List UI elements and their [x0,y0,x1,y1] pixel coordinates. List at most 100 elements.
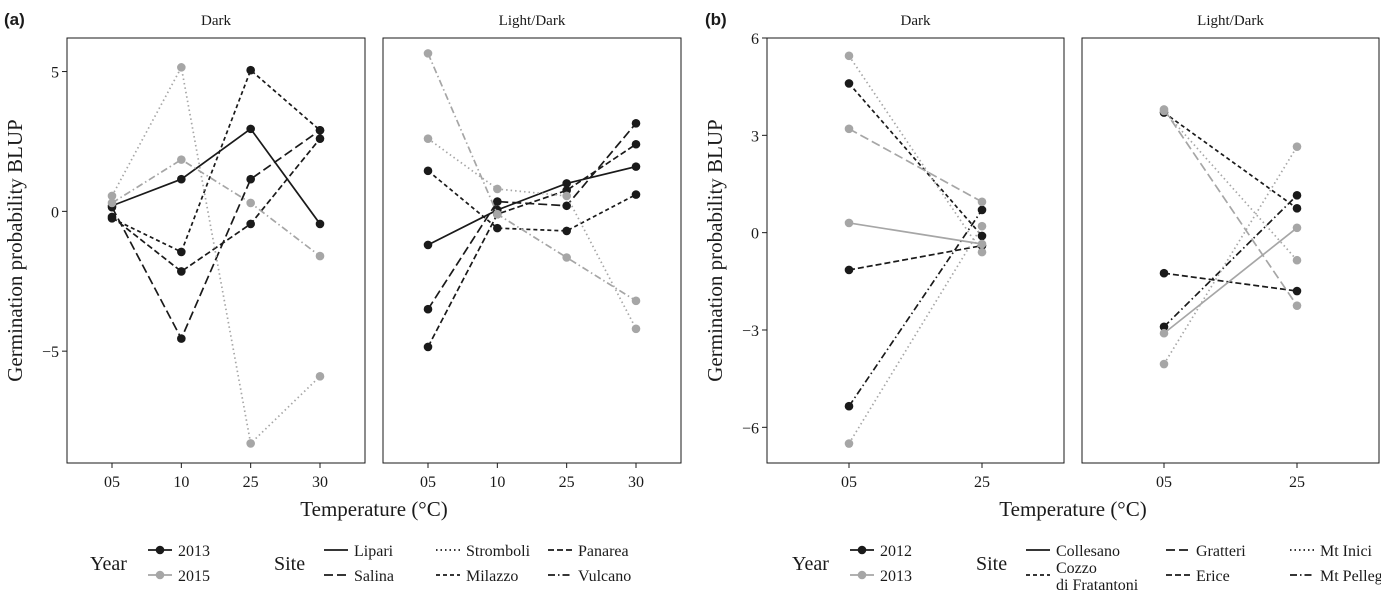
series-line [1163,146,1298,365]
data-point [1292,191,1302,200]
data-point [177,247,186,257]
x-tick-label: 10 [489,474,505,491]
facet-title: Dark [901,13,931,29]
series-line [111,158,321,257]
data-point [423,240,433,250]
data-point [631,296,641,306]
data-point [631,324,641,334]
data-point [177,267,186,276]
x-tick-label: 05 [1156,474,1172,491]
data-point [493,184,502,194]
data-point [493,197,502,206]
data-point [1159,268,1169,278]
legend: Year 2013 2015 Site Lipari Salina Stromboli Mil… [90,543,631,585]
data-point [844,79,854,88]
data-point [315,251,325,261]
data-point [246,198,255,208]
data-point [107,198,117,208]
legend-site-title: Site [274,553,305,575]
legend-site-title: Site [976,553,1007,575]
legend-site-label: Stromboli [466,543,531,560]
legend-site-label: Lipari [354,543,394,560]
x-tick-label: 25 [1289,474,1305,491]
legend-site-label: Milazzo [466,568,518,585]
y-tick-label: −6 [742,420,759,437]
series-line [1163,111,1298,210]
y-tick-label: −5 [42,344,59,361]
chart-b: Dark 05 25 −6 −3 0 3 6 Light/Dark 05 25 Germination… [703,13,1381,594]
data-point [844,265,854,275]
panel-border [382,37,682,464]
data-point [423,166,433,176]
x-axis-label: Temperature (°C) [999,497,1146,521]
x-tick-label: 10 [173,474,189,491]
series-line [848,82,983,237]
data-point [315,219,325,229]
data-point [977,197,987,207]
legend-year-title: Year [90,553,127,575]
data-point [977,247,987,257]
y-tick-label: 0 [751,226,759,243]
legend-year-label: 2013 [178,543,210,560]
y-tick-label: 0 [51,204,59,221]
data-point [844,439,854,448]
y-tick-label: −3 [742,323,759,340]
data-point [315,134,325,143]
data-point [844,51,854,61]
x-tick-label: 30 [312,474,328,491]
series-line [427,122,637,310]
facet-panel: Light/Dark 05 10 25 30 [382,13,682,491]
x-tick-label: 05 [420,474,436,491]
series-line [427,170,637,232]
legend-site-label: Vulcano [578,568,631,585]
data-point [1159,106,1169,116]
series-line [111,138,321,273]
data-point [177,174,186,184]
data-point [631,190,641,199]
series-line [1163,110,1298,261]
data-point [246,65,255,75]
data-point [315,125,325,135]
legend-year-label: 2012 [880,543,912,560]
data-point [246,219,255,229]
data-point [631,162,641,171]
series-line [848,225,983,444]
data-point [977,221,987,231]
series-line [427,165,637,246]
panel-border [766,37,1065,464]
legend-site-label-line: di Fratantoni [1056,577,1139,594]
panel-border [1081,37,1380,464]
data-point [1292,286,1302,296]
data-point [246,439,255,448]
data-point [1292,301,1302,310]
series-line [427,53,637,302]
data-point [177,155,186,164]
data-point [1159,328,1169,338]
data-point [177,63,186,72]
data-point [562,191,571,201]
data-point [1159,322,1169,332]
panel-border [66,37,366,464]
data-point [107,191,117,201]
legend-year-label: 2013 [880,568,912,585]
data-point [631,139,641,149]
data-point [562,179,571,188]
data-point [1292,223,1302,233]
data-point [631,118,641,128]
y-axis-label: Germination probability BLUP [703,119,727,381]
data-point [977,231,987,241]
facet-panel: Dark 05 25 −6 −3 0 3 6 [742,13,1065,491]
data-point [1292,142,1302,151]
legend-site-label: Salina [354,568,394,585]
series-line [1163,108,1298,307]
legend-year-marker [857,570,867,580]
facet-title: Light/Dark [1197,13,1264,29]
legend-site-label: Cozzo di Fratantoni [1056,560,1139,594]
y-tick-label: 6 [751,31,759,48]
data-point [977,239,987,249]
legend-site-label: Mt Pellegrino [1320,568,1381,585]
